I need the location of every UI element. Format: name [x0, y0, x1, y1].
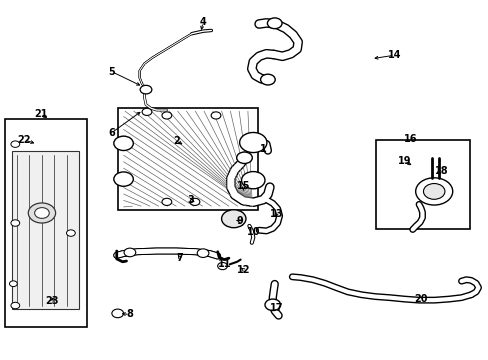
Circle shape [140, 85, 152, 94]
Circle shape [112, 309, 123, 318]
Text: 23: 23 [45, 296, 59, 306]
Circle shape [66, 230, 75, 236]
Circle shape [114, 172, 133, 186]
Text: 16: 16 [403, 134, 416, 144]
Text: 8: 8 [126, 310, 133, 319]
Circle shape [423, 184, 444, 199]
Circle shape [197, 249, 208, 257]
Text: 7: 7 [176, 253, 183, 263]
Circle shape [415, 178, 452, 205]
Circle shape [124, 248, 136, 257]
Circle shape [217, 262, 227, 270]
Text: 13: 13 [269, 209, 283, 219]
Circle shape [9, 281, 17, 287]
Bar [4, 119, 86, 327]
Circle shape [162, 112, 171, 119]
Text: 17: 17 [269, 303, 283, 314]
Circle shape [114, 136, 133, 150]
Circle shape [239, 132, 266, 153]
Text: 6: 6 [108, 128, 115, 138]
Text: 18: 18 [434, 166, 448, 176]
Circle shape [260, 74, 275, 85]
Text: 2: 2 [172, 136, 179, 145]
Circle shape [267, 18, 282, 29]
Bar [225, 212, 241, 225]
Bar [12, 151, 79, 309]
Text: 19: 19 [397, 156, 410, 166]
Text: 4: 4 [199, 17, 206, 27]
Text: 15: 15 [236, 181, 250, 192]
Circle shape [221, 210, 245, 228]
Text: 1: 1 [259, 144, 266, 154]
Circle shape [35, 208, 49, 219]
Text: 12: 12 [236, 265, 250, 275]
Circle shape [236, 152, 252, 163]
Circle shape [28, 203, 56, 223]
Circle shape [11, 302, 20, 309]
Circle shape [11, 141, 20, 147]
Circle shape [142, 108, 152, 116]
Bar [375, 140, 469, 229]
Circle shape [11, 220, 20, 226]
Text: 21: 21 [34, 109, 47, 119]
Text: 20: 20 [413, 294, 427, 304]
Text: 11: 11 [218, 259, 231, 269]
Circle shape [264, 299, 280, 311]
Text: 22: 22 [17, 135, 31, 145]
Circle shape [241, 172, 264, 189]
Circle shape [211, 112, 221, 119]
Circle shape [190, 198, 200, 206]
Text: 14: 14 [387, 50, 401, 60]
Bar [118, 108, 258, 210]
Text: 5: 5 [108, 67, 115, 77]
Text: 3: 3 [187, 195, 194, 205]
Circle shape [162, 198, 171, 206]
Text: 10: 10 [246, 227, 260, 237]
Text: 9: 9 [236, 216, 243, 226]
